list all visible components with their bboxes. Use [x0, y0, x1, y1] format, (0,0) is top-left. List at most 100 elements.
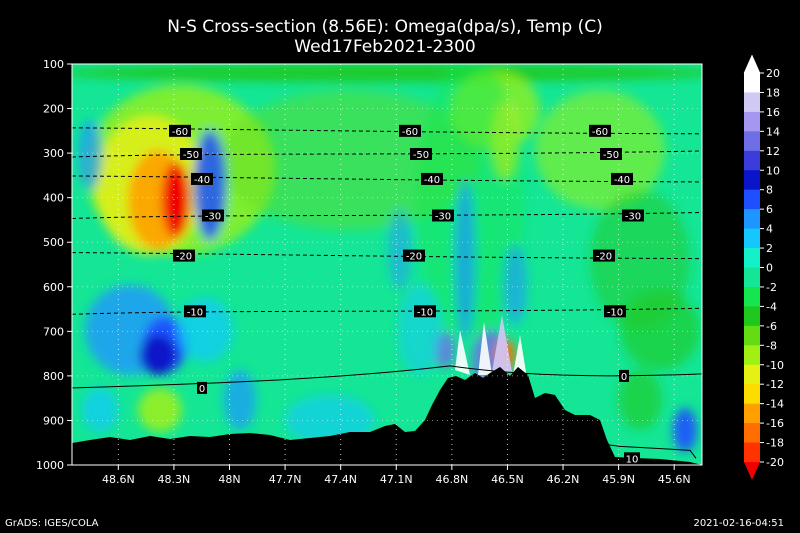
temperature-contour	[72, 175, 702, 183]
x-tick-label: 45.9N	[602, 473, 635, 486]
terrain-profile	[72, 367, 702, 465]
y-tick-label: 900	[43, 414, 64, 427]
x-tick-label: 47.7N	[269, 473, 302, 486]
colorbar-swatch	[744, 92, 760, 113]
colorbar-swatch	[744, 403, 760, 424]
colorbar-swatch	[744, 384, 760, 405]
colorbar-swatch	[744, 150, 760, 171]
colorbar-cap-bottom	[744, 462, 760, 480]
footer-left: GrADS: IGES/COLA	[5, 518, 99, 529]
y-tick-label: 600	[43, 281, 64, 294]
colorbar-label: -2	[766, 281, 777, 294]
colorbar-swatch	[744, 442, 760, 463]
colorbar-swatch	[744, 189, 760, 210]
colorbar-label: 6	[766, 203, 773, 216]
contour-label: -50	[603, 150, 619, 161]
colorbar-label: -8	[766, 339, 777, 352]
chart-subtitle: Wed17Feb2021-2300	[294, 37, 476, 57]
colorbar-swatch	[744, 73, 760, 93]
colorbar-swatch	[744, 209, 760, 230]
omega-field-blobs	[72, 64, 702, 452]
temperature-contour	[559, 437, 697, 459]
temperature-contour	[72, 211, 702, 219]
colorbar-cap-top	[743, 54, 761, 74]
updraft-spike	[492, 315, 512, 372]
colorbar-swatch	[744, 131, 760, 152]
contour-label: -60	[172, 127, 188, 138]
contour-label: -30	[435, 211, 451, 222]
x-tick-label: 47.4N	[324, 473, 357, 486]
colorbar-label: -12	[766, 378, 784, 391]
chart-title: N-S Cross-section (8.56E): Omega(dpa/s),…	[167, 17, 603, 37]
colorbar-label: 0	[766, 262, 773, 275]
plot-frame	[71, 63, 703, 466]
y-tick-label: 100	[43, 58, 64, 71]
contour-label: -20	[406, 252, 422, 263]
colorbar-label: 20	[766, 67, 780, 80]
contour-label: 0	[199, 384, 205, 395]
contour-label: -10	[607, 307, 623, 318]
x-tick-label: 46.8N	[435, 473, 468, 486]
x-tick-label: 48N	[218, 473, 240, 486]
contour-label: -30	[625, 211, 641, 222]
colorbar-label: 10	[766, 164, 780, 177]
y-tick-label: 400	[43, 192, 64, 205]
colorbar-label: -16	[766, 417, 784, 430]
y-tick-label: 700	[43, 325, 64, 338]
updraft-spike	[513, 335, 527, 378]
temperature-contour	[72, 150, 702, 158]
y-tick-label: 200	[43, 103, 64, 116]
colorbar-label: -6	[766, 320, 777, 333]
colorbar-label: -14	[766, 398, 784, 411]
x-tick-label: 47.1N	[380, 473, 413, 486]
temperature-contour	[72, 365, 702, 389]
contour-label: -10	[417, 307, 433, 318]
colorbar-swatch	[744, 345, 760, 366]
updraft-spike	[455, 330, 470, 375]
temperature-contour	[72, 252, 702, 260]
x-tick-label: 46.2N	[547, 473, 580, 486]
updraft-spike	[478, 322, 492, 375]
colorbar-swatch	[744, 364, 760, 385]
colorbar-swatch	[744, 170, 760, 191]
contour-label: -50	[413, 150, 429, 161]
contour-label: -20	[176, 252, 192, 263]
y-tick-label: 300	[43, 147, 64, 160]
contour-label: -20	[596, 252, 612, 263]
colorbar-label: 18	[766, 86, 780, 99]
colorbar-label: -18	[766, 437, 784, 450]
x-tick-label: 46.5N	[491, 473, 524, 486]
colorbar-label: -10	[766, 359, 784, 372]
colorbar-swatch	[744, 228, 760, 249]
contour-label: 10	[626, 454, 639, 465]
colorbar-swatch	[744, 267, 760, 288]
contour-label: -40	[424, 175, 440, 186]
colorbar-swatch	[744, 111, 760, 132]
colorbar-swatch	[744, 248, 760, 268]
temperature-contour	[72, 127, 702, 135]
x-tick-label: 48.6N	[102, 473, 135, 486]
colorbar-swatch	[744, 325, 760, 346]
contour-label: -50	[183, 150, 199, 161]
x-tick-label: 48.3N	[158, 473, 191, 486]
colorbar-label: -4	[766, 300, 777, 313]
contour-label: -40	[194, 175, 210, 186]
y-tick-label: 500	[43, 236, 64, 249]
colorbar-label: 4	[766, 223, 773, 236]
colorbar-swatch	[744, 286, 760, 307]
contour-label: -60	[592, 127, 608, 138]
contour-label: 0	[621, 372, 627, 383]
footer-right: 2021-02-16-04:51	[693, 518, 784, 529]
colorbar-label: 16	[766, 106, 780, 119]
temperature-contour	[72, 307, 702, 315]
colorbar-label: -20	[766, 456, 784, 469]
contour-label: -30	[205, 211, 221, 222]
y-tick-label: 800	[43, 370, 64, 383]
colorbar-label: 2	[766, 242, 773, 255]
y-tick-label: 1000	[36, 459, 64, 472]
colorbar-label: 14	[766, 125, 780, 138]
contour-label: -60	[402, 127, 418, 138]
contour-label: -10	[187, 307, 203, 318]
colorbar-swatch	[744, 423, 760, 444]
